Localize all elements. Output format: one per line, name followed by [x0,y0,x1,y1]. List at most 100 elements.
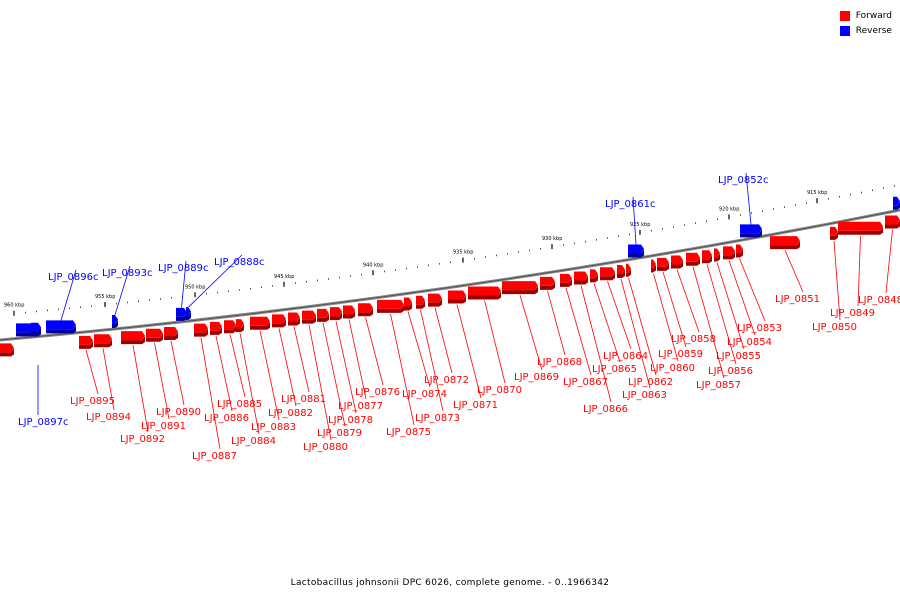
figure-caption: Lactobacillus johnsonii DPC 6026, comple… [290,578,610,588]
gene-leader-line [580,285,612,403]
kbp-minor-tick [485,256,486,258]
genome-backbone [0,208,900,342]
kbp-minor-tick [116,302,117,305]
gene-leader-line [484,300,506,384]
gene-block-LJP_0879 [317,308,329,322]
kbp-minor-tick [861,191,862,194]
gene-block-face [330,307,342,317]
gene-label-LJP_0858: LJP_0858 [671,334,716,345]
kbp-minor-tick [684,224,685,226]
gene-leader-line [114,265,131,316]
gene-leader-line [348,319,367,400]
gene-leader-line [434,307,453,374]
kbp-minor-tick [36,310,37,313]
kbp-minor-tick [317,279,318,282]
kbp-minor-tick [127,301,128,304]
gene-block-LJP_0852c [740,224,762,238]
kbp-minor-tick [339,276,340,279]
gene-block-face [112,314,118,324]
gene-block-rev-edge [893,196,900,210]
kbp-tick-label: 955 kbp [95,294,115,300]
gene-block-LJP_0869 [502,281,538,295]
gene-block-LJP_0855 [714,248,720,262]
gene-label-LJP_0855: LJP_0855 [716,351,761,362]
gene-block-LJP_0877 [343,305,355,319]
gene-label-LJP_0879: LJP_0879 [317,428,362,439]
gene-block-face [651,259,656,269]
gene-block-LJP_0881 [288,312,300,326]
gene-block-LJP_0864 [600,267,615,281]
gene-block-face [250,316,270,326]
kbp-minor-tick [350,275,351,277]
kbp-minor-tick [629,233,630,236]
kbp-minor-tick [695,222,696,224]
gene-block-face [686,252,700,262]
gene-block-face [302,310,316,320]
gene-block-face [770,236,800,246]
gene-block-LJP_0856 [702,250,712,264]
gene-leader-line [885,229,893,294]
gene-label-LJP_0886: LJP_0886 [204,413,249,424]
kbp-minor-tick [828,198,829,200]
legend-forward-swatch [839,10,850,21]
gene-block-face [600,267,615,277]
gene-leader-line [102,348,115,411]
gene-label-LJP_0870: LJP_0870 [477,385,522,396]
gene-label-LJP_0852c: LJP_0852c [718,175,769,186]
kbp-minor-tick [395,269,396,271]
gene-block-face [236,319,244,329]
kbp-minor-tick [228,290,229,293]
gene-label-LJP_0871: LJP_0871 [453,400,498,411]
kbp-minor-tick [596,239,597,241]
kbp-minor-tick [328,278,329,280]
kbp-minor-tick [784,206,785,208]
gene-leader-line [365,317,384,386]
gene-leader-line [784,250,804,293]
kbp-minor-tick [740,214,741,216]
kbp-minor-tick [496,254,497,257]
gene-label-LJP_0853: LJP_0853 [737,323,782,334]
gene-block-LJP_0889c [176,307,187,321]
gene-label-LJP_0880: LJP_0880 [303,442,348,453]
gene-leader-line [188,254,243,308]
gene-block-LJP_0858 [671,255,683,269]
gene-leader-line [739,258,766,322]
gene-label-LJP_0850: LJP_0850 [812,322,857,333]
gene-leader-line [407,311,431,388]
kbp-minor-tick [574,242,575,245]
kbp-tick-label: 930 kbp [542,236,562,242]
gene-leader-line [632,196,637,245]
gene-block-face [838,221,883,231]
kbp-minor-tick [250,287,251,290]
gene-block-LJP_0853 [736,244,743,258]
gene-block-face [164,326,178,336]
gene-label-LJP_0893c: LJP_0893c [102,268,153,279]
gene-block-LJP_0882 [272,314,286,328]
gene-block-LJP_0848 [885,215,900,229]
gene-label-LJP_0897c: LJP_0897c [18,417,69,428]
kbp-minor-tick [529,249,530,252]
gene-block-LJP_0850 [830,226,838,240]
gene-block-face [146,328,163,338]
gene-leader-line [607,281,632,350]
gene-leader-line [293,326,310,393]
kbp-minor-tick [91,305,92,307]
gene-block-face [736,244,743,254]
gene-block-LJP_0873 [416,295,425,309]
gene-block-side [651,264,656,273]
gene-label-LJP_0873: LJP_0873 [415,413,460,424]
kbp-minor-tick [25,311,26,314]
gene-label-LJP_0885: LJP_0885 [217,399,262,410]
gene-block-face [31,322,41,332]
gene-block-face [617,264,625,274]
kbp-ruler: 960 kbp 955 kbp 950 kbp 945 kbp 940 kbp 935 k… [4,185,895,316]
kbp-minor-tick [662,228,663,230]
gene-leader-line [322,322,346,427]
gene-leader-line [692,266,725,379]
gene-label-LJP_0854: LJP_0854 [727,337,772,348]
kbp-minor-tick [406,267,407,270]
gene-leader-line [565,287,592,376]
gene-leader-line [170,340,185,406]
kbp-minor-tick [58,308,59,311]
gene-leader-line [728,260,756,336]
